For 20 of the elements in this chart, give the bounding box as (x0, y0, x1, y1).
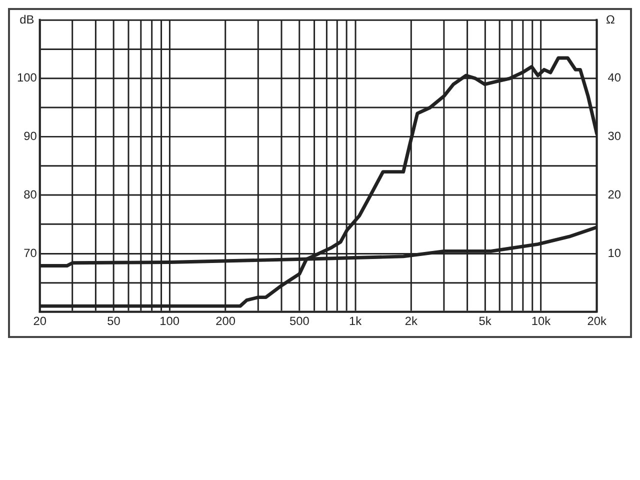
y2-tick-label: 10 (608, 246, 622, 260)
y2-tick-label: 20 (608, 187, 622, 202)
y-tick-label: 90 (24, 129, 38, 144)
x-tick-label: 50 (107, 314, 121, 328)
y-axis-title: dB (20, 12, 34, 26)
x-tick-label: 10k (531, 314, 551, 328)
x-tick-label: 1k (349, 314, 362, 328)
y-tick-label: 80 (24, 187, 38, 202)
y2-axis-title: Ω (606, 12, 616, 26)
x-tick-label: 5k (478, 314, 492, 328)
x-tick-label: 500 (289, 314, 310, 328)
x-tick-label: 100 (160, 314, 180, 328)
x-tick-label: 20 (33, 314, 47, 328)
y-tick-label: 100 (16, 70, 38, 85)
y-tick-label: 70 (24, 246, 38, 260)
y2-tick-label: 30 (608, 129, 622, 144)
x-tick-label: 200 (216, 314, 236, 328)
x-tick-label: 2k (404, 314, 418, 328)
y2-tick-label: 40 (608, 70, 622, 85)
x-tick-label: 20k (587, 314, 607, 328)
